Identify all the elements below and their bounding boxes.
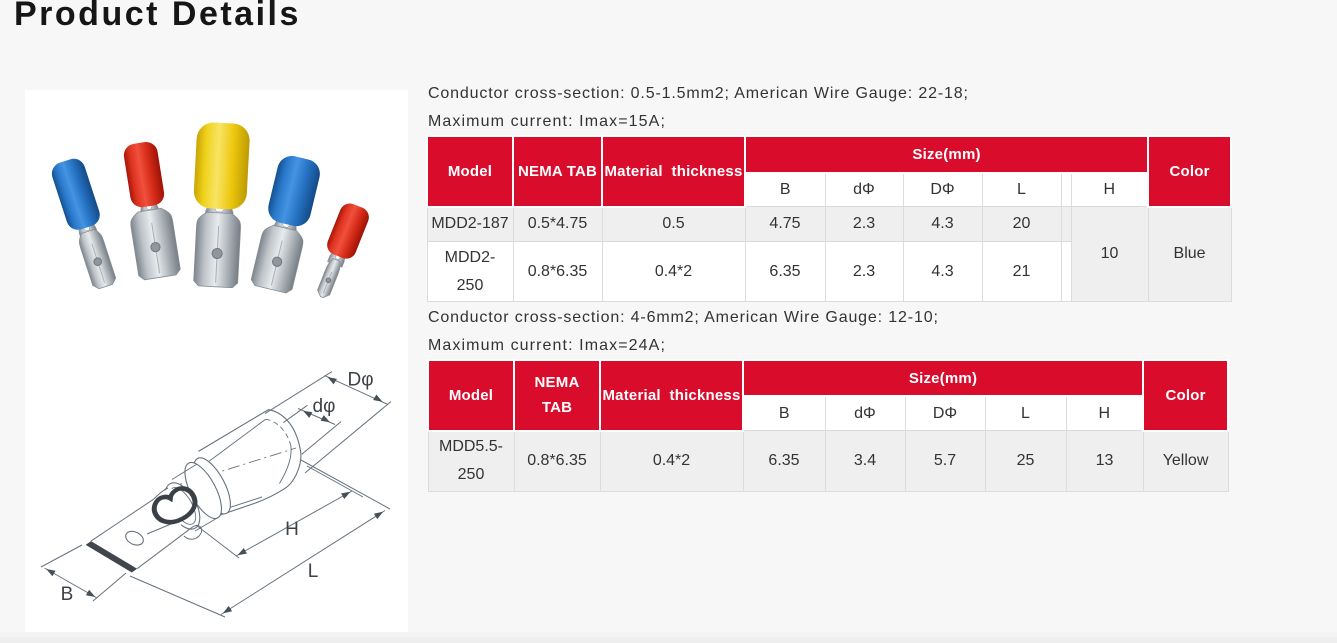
svg-text:B: B [61,584,74,605]
svg-text:H: H [285,519,299,540]
svg-text:Dφ: Dφ [347,370,373,391]
svg-text:dφ: dφ [313,396,336,417]
svg-text:L: L [308,561,319,582]
